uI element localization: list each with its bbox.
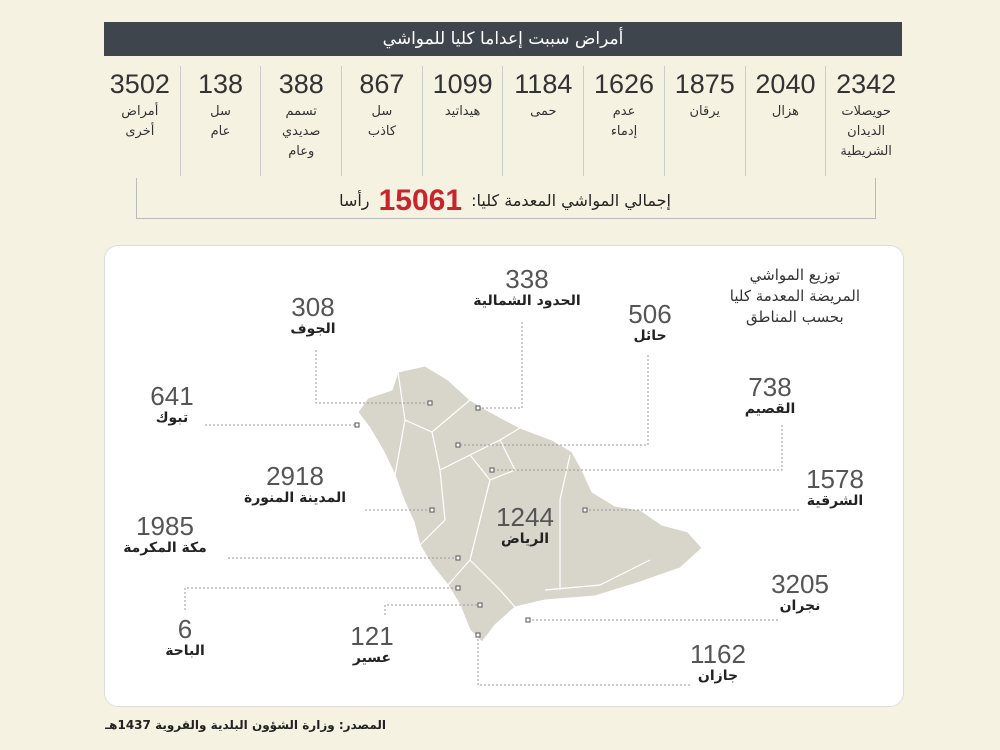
region-label: 6 الباحة bbox=[165, 615, 205, 659]
region-value: 1162 bbox=[690, 639, 746, 669]
region-name: عسير bbox=[352, 650, 392, 666]
disease-label: أمراض أخرى bbox=[121, 104, 159, 139]
total-bracket bbox=[136, 178, 876, 219]
disease-count: 2040 bbox=[755, 69, 816, 99]
region-name: المدينة المنورة bbox=[243, 490, 347, 506]
disease-label: هيداتيد bbox=[444, 104, 481, 119]
region-value: 1985 bbox=[136, 511, 194, 541]
disease-stat: 1626 عدم إدماء bbox=[583, 66, 664, 176]
region-label: 506 حائل bbox=[628, 300, 671, 344]
disease-count: 867 bbox=[359, 69, 405, 99]
region-value: 641 bbox=[150, 381, 194, 411]
region-value: 1244 bbox=[496, 502, 554, 532]
region-value: 3205 bbox=[771, 569, 829, 599]
disease-stat: 3502 أمراض أخرى bbox=[100, 66, 180, 176]
disease-label: عدم إدماء bbox=[610, 104, 638, 139]
disease-stat: 1099 هيداتيد bbox=[421, 66, 503, 176]
region-label: 121 عسير bbox=[350, 622, 393, 666]
region-label: 338 الحدود الشمالية bbox=[473, 265, 580, 309]
region-name: الرياض bbox=[500, 531, 550, 547]
disease-stat: 1184 حمى bbox=[502, 66, 583, 176]
disease-stat: 1875 يرقان bbox=[663, 66, 745, 176]
total-line: إجمالي المواشي المعدمة كليا: 15061 رأسا bbox=[136, 184, 874, 218]
disease-stat: 138 سل عام bbox=[179, 66, 261, 176]
total-prefix: إجمالي المواشي المعدمة كليا: bbox=[471, 191, 671, 210]
disease-label: حويصلات الديدان الشريطية bbox=[840, 104, 892, 159]
disease-count: 1626 bbox=[594, 69, 655, 99]
disease-count: 1184 bbox=[514, 69, 573, 99]
region-label: 1162 جازان bbox=[690, 640, 746, 684]
total-value: 15061 bbox=[378, 184, 463, 217]
country-shape bbox=[357, 365, 703, 643]
disease-label: سل عام bbox=[210, 104, 231, 139]
disease-label: سل كاذب bbox=[367, 104, 397, 139]
region-name: تبوك bbox=[155, 410, 189, 426]
region-name: نجران bbox=[779, 598, 821, 614]
header-title: أمراض سببت إعداما كليا للمواشي bbox=[104, 22, 902, 56]
disease-count: 3502 bbox=[109, 69, 170, 99]
disease-count: 1099 bbox=[432, 69, 493, 99]
disease-count: 1875 bbox=[674, 69, 735, 99]
disease-stat: 2040 هزال bbox=[744, 66, 826, 176]
source-note: المصدر: وزارة الشؤون البلدية والقروية 14… bbox=[105, 718, 386, 732]
region-label: 1244 الرياض bbox=[496, 503, 554, 547]
region-markers bbox=[354, 400, 588, 638]
disease-stat: 867 سل كاذب bbox=[341, 66, 422, 176]
region-value: 338 bbox=[505, 264, 549, 294]
disease-count: 388 bbox=[278, 69, 324, 99]
region-name: الباحة bbox=[165, 643, 205, 659]
region-name: الشرقية bbox=[806, 493, 864, 509]
region-label: 3205 نجران bbox=[771, 570, 829, 614]
disease-stat: 2342 حويصلات الديدان الشريطية bbox=[825, 66, 906, 176]
total-suffix: رأسا bbox=[339, 191, 370, 210]
region-value: 1578 bbox=[806, 464, 864, 494]
region-value: 2918 bbox=[266, 461, 324, 491]
leader-lines bbox=[184, 322, 800, 686]
disease-label: هزال bbox=[771, 104, 799, 119]
region-value: 6 bbox=[177, 614, 193, 644]
region-label: 308 الجوف bbox=[290, 293, 335, 337]
region-name: الحدود الشمالية bbox=[473, 293, 581, 309]
region-value: 738 bbox=[748, 372, 792, 402]
region-label: 1985 مكة المكرمة bbox=[123, 512, 207, 556]
region-value: 308 bbox=[291, 292, 335, 322]
region-name: جازان bbox=[697, 668, 739, 684]
map-title: توزيع المواشي المريضة المعدمة كليا بحسب … bbox=[729, 266, 860, 326]
region-name: القصيم bbox=[744, 401, 796, 417]
region-value: 121 bbox=[350, 621, 394, 651]
region-borders bbox=[394, 371, 651, 608]
disease-stat: 388 تسمم صديدي وعام bbox=[260, 66, 341, 176]
disease-count: 138 bbox=[197, 69, 244, 99]
region-label: 738 القصيم bbox=[745, 373, 796, 417]
disease-stats: 2342 حويصلات الديدان الشريطية 2040 هزال 1875… bbox=[100, 66, 906, 176]
disease-label: تسمم صديدي وعام bbox=[281, 104, 321, 159]
region-name: الجوف bbox=[290, 321, 336, 337]
region-name: مكة المكرمة bbox=[123, 540, 207, 556]
region-label: 1578 الشرقية bbox=[806, 465, 864, 509]
disease-label: حمى bbox=[530, 104, 557, 119]
disease-count: 2342 bbox=[836, 69, 897, 99]
region-value: 506 bbox=[628, 299, 672, 329]
region-name: حائل bbox=[633, 328, 667, 344]
disease-label: يرقان bbox=[689, 104, 720, 119]
region-label: 2918 المدينة المنورة bbox=[244, 462, 346, 506]
region-label: 641 تبوك bbox=[150, 382, 193, 426]
